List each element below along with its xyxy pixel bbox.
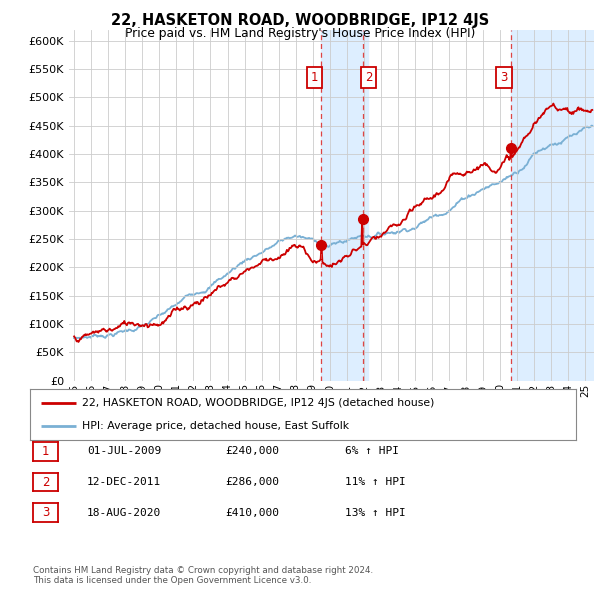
Text: HPI: Average price, detached house, East Suffolk: HPI: Average price, detached house, East… bbox=[82, 421, 349, 431]
Bar bbox=[511, 30, 594, 381]
Text: £410,000: £410,000 bbox=[225, 508, 279, 517]
Text: 01-JUL-2009: 01-JUL-2009 bbox=[87, 447, 161, 456]
Text: 11% ↑ HPI: 11% ↑ HPI bbox=[345, 477, 406, 487]
Text: £286,000: £286,000 bbox=[225, 477, 279, 487]
Text: 22, HASKETON ROAD, WOODBRIDGE, IP12 4JS (detached house): 22, HASKETON ROAD, WOODBRIDGE, IP12 4JS … bbox=[82, 398, 434, 408]
Text: 2: 2 bbox=[42, 476, 49, 489]
Text: Contains HM Land Registry data © Crown copyright and database right 2024.
This d: Contains HM Land Registry data © Crown c… bbox=[33, 566, 373, 585]
Text: 22, HASKETON ROAD, WOODBRIDGE, IP12 4JS: 22, HASKETON ROAD, WOODBRIDGE, IP12 4JS bbox=[111, 13, 489, 28]
Text: 3: 3 bbox=[42, 506, 49, 519]
Text: 3: 3 bbox=[500, 71, 508, 84]
Bar bbox=[321, 30, 368, 381]
Text: Price paid vs. HM Land Registry's House Price Index (HPI): Price paid vs. HM Land Registry's House … bbox=[125, 27, 475, 40]
Text: 13% ↑ HPI: 13% ↑ HPI bbox=[345, 508, 406, 517]
Text: 12-DEC-2011: 12-DEC-2011 bbox=[87, 477, 161, 487]
Text: 6% ↑ HPI: 6% ↑ HPI bbox=[345, 447, 399, 456]
Text: 18-AUG-2020: 18-AUG-2020 bbox=[87, 508, 161, 517]
Text: £240,000: £240,000 bbox=[225, 447, 279, 456]
Text: 1: 1 bbox=[311, 71, 318, 84]
Text: 2: 2 bbox=[365, 71, 372, 84]
Text: 1: 1 bbox=[42, 445, 49, 458]
